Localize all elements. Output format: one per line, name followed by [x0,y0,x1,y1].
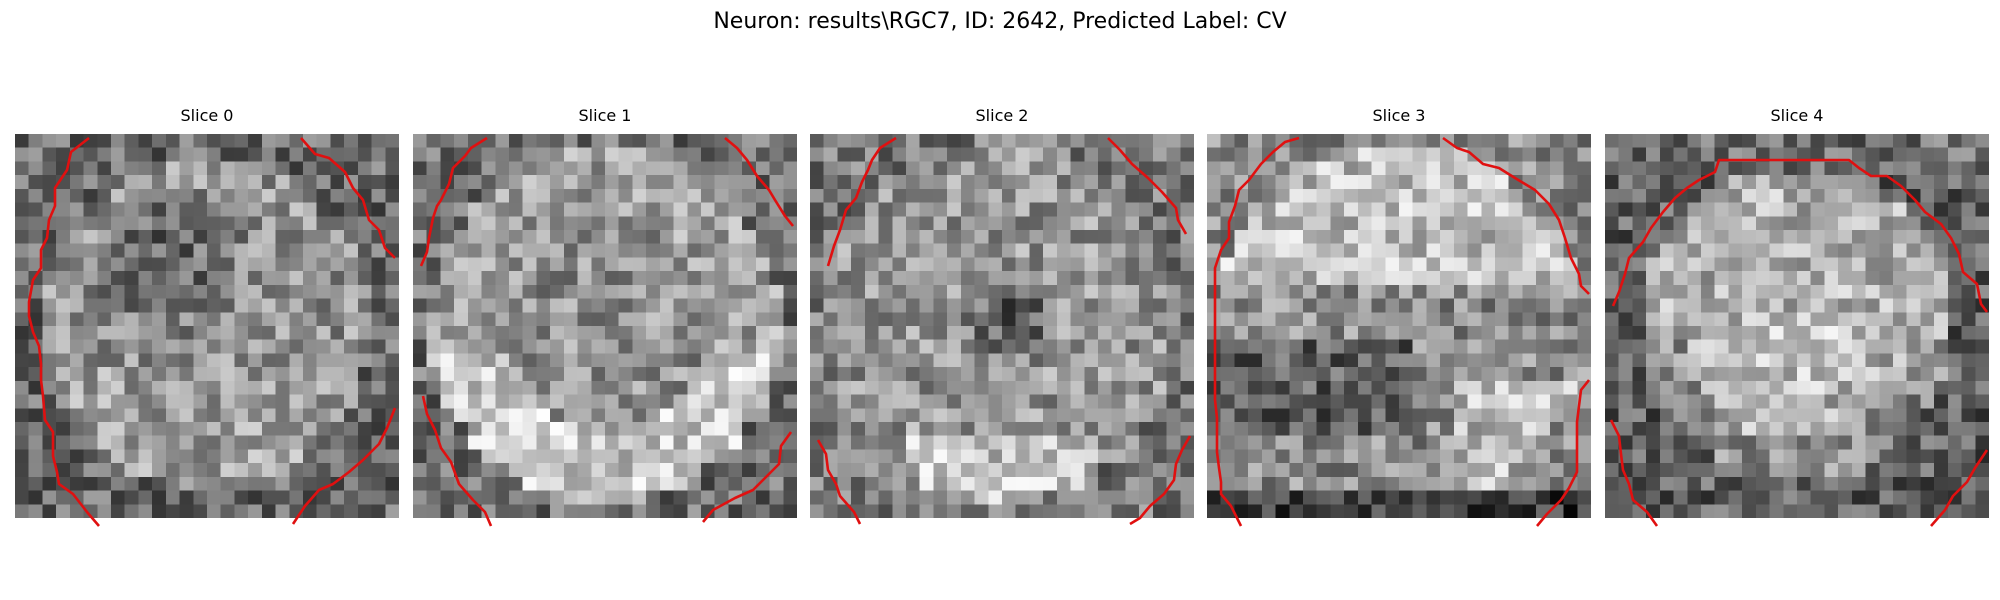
slice-panel-3: Slice 3 [1207,104,1591,527]
contour-line [1930,449,1989,527]
slice-panel-0: Slice 0 [15,104,399,527]
slice-title: Slice 3 [1372,106,1426,125]
contour-line [816,439,862,525]
slice-image [810,134,1194,518]
contour-overlay [816,136,1192,526]
contour-line [1611,158,1989,313]
contour-overlay [419,136,795,527]
contour-line [1129,435,1192,526]
figure-title: Neuron: results\RGC7, ID: 2642, Predicte… [713,9,1287,34]
slice-image [413,134,797,518]
slice-panel-1: Slice 1 [413,104,797,527]
contour-line [1536,379,1591,527]
slice-image [1207,134,1591,518]
slice-title: Slice 1 [578,106,632,125]
contour-line [724,137,795,227]
contour-overlay [1213,136,1591,527]
contour-line [1609,419,1659,527]
slice-title: Slice 2 [975,106,1029,125]
contour-line [419,136,488,267]
contour-line [300,137,396,259]
slice-title: Slice 4 [1770,106,1824,125]
contour-line [27,136,100,527]
slice-panel-4: Slice 4 [1605,104,1989,527]
slice-image [1605,134,1989,518]
slice-title: Slice 0 [180,106,234,125]
contour-line [421,395,493,527]
contour-line [1107,137,1188,235]
contour-line [826,136,897,267]
contour-line [1213,136,1300,527]
contour-line [702,431,793,523]
slice-panel-2: Slice 2 [810,104,1194,526]
contour-overlay [27,136,397,527]
contour-line [291,407,397,525]
contour-overlay [1609,158,1989,527]
contour-line [1442,136,1590,295]
slice-image [15,134,399,518]
